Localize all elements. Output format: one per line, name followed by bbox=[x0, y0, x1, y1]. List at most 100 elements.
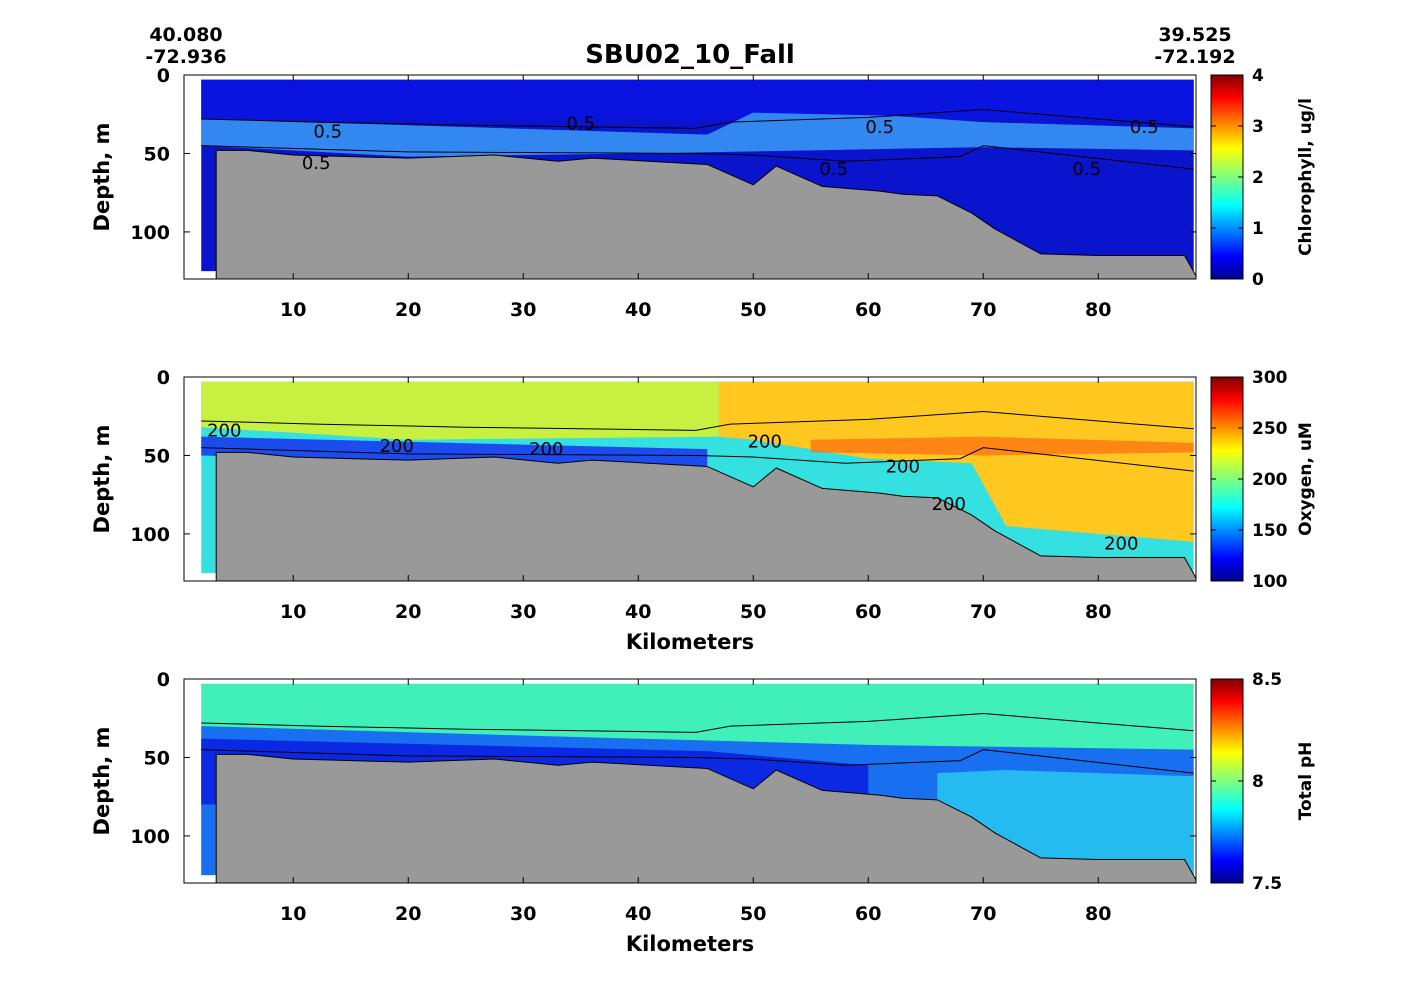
ph-colorbar-label: Total pH bbox=[1296, 742, 1316, 821]
chlorophyll-xtick-label: 10 bbox=[280, 299, 306, 321]
ph-colorbar: 7.5 8 8.5 Total pH bbox=[1210, 670, 1316, 894]
ph-xtick-label: 80 bbox=[1085, 903, 1111, 925]
chlorophyll-contour-label: 0.5 bbox=[1072, 159, 1101, 180]
chlorophyll-contour-label: 0.5 bbox=[865, 117, 894, 138]
oxygen-contour-label: 200 bbox=[1104, 533, 1138, 554]
chlorophyll-surface bbox=[201, 79, 1194, 119]
chlorophyll-contour-line bbox=[201, 109, 1194, 129]
oxygen-colorbar-tick-label: 200 bbox=[1252, 470, 1288, 490]
ph-axes-box bbox=[183, 678, 1197, 884]
oxygen-ytick-label: 100 bbox=[130, 524, 170, 546]
ph-xtick-label: 50 bbox=[740, 903, 766, 925]
oxygen-xtick-label: 20 bbox=[395, 601, 421, 623]
oxygen-surface-east bbox=[718, 381, 1194, 542]
chlorophyll-contour-label: 0.5 bbox=[313, 121, 342, 142]
oxygen-surface-west bbox=[201, 381, 719, 440]
end-latitude: 39.525 bbox=[1158, 24, 1231, 46]
oxygen-colorbar-tick-label: 100 bbox=[1252, 572, 1288, 592]
ph-xtick-label: 20 bbox=[395, 903, 421, 925]
chlorophyll-axes-box bbox=[183, 74, 1197, 280]
oxygen-deep-band bbox=[201, 436, 708, 469]
ph-xtick-label: 40 bbox=[625, 903, 651, 925]
oxygen-xtick-label: 40 bbox=[625, 601, 651, 623]
oxygen-contour-label: 200 bbox=[886, 456, 920, 477]
oxygen-ytick-label: 0 bbox=[157, 367, 170, 389]
ph-ytick-label: 50 bbox=[144, 747, 170, 769]
chlorophyll-field bbox=[201, 79, 1196, 279]
chlorophyll-contour-label: 0.5 bbox=[819, 159, 848, 180]
chlorophyll-xtick-label: 60 bbox=[855, 299, 881, 321]
oxygen-contour-label: 200 bbox=[932, 494, 966, 515]
figure-title: SBU02_10_Fall bbox=[585, 40, 795, 70]
ph-colorbar-tick-label: 8 bbox=[1252, 772, 1264, 792]
chlorophyll-xtick-label: 80 bbox=[1085, 299, 1111, 321]
oxygen-axes-box bbox=[183, 376, 1197, 582]
oxygen-contour-label: 200 bbox=[380, 436, 414, 457]
chlorophyll-colorbar: 0 1 2 3 4 Chlorophyll, ug/l bbox=[1210, 66, 1316, 290]
oxygen-xtick-label: 80 bbox=[1085, 601, 1111, 623]
chlorophyll-colorbar-tick-label: 3 bbox=[1252, 117, 1264, 137]
chlorophyll-colorbar-tick-label: 4 bbox=[1252, 66, 1264, 86]
chlorophyll-ytick-label: 100 bbox=[130, 222, 170, 244]
chlorophyll-bathymetry bbox=[215, 149, 1196, 279]
chlorophyll-contour-label: 0.5 bbox=[566, 114, 595, 135]
oxygen-contour-label: 200 bbox=[748, 431, 782, 452]
end-longitude: -72.192 bbox=[1154, 46, 1235, 68]
ph-colorbar-ramp bbox=[1210, 678, 1244, 884]
chlorophyll-xtick-label: 20 bbox=[395, 299, 421, 321]
oxygen-xtick-label: 10 bbox=[280, 601, 306, 623]
chlorophyll-ytick-label: 50 bbox=[144, 143, 170, 165]
start-longitude: -72.936 bbox=[145, 46, 226, 68]
ph-colorbar-tick-label: 7.5 bbox=[1252, 874, 1282, 894]
chlorophyll-colorbar-tick-label: 2 bbox=[1252, 168, 1264, 188]
ph-xtick-label: 10 bbox=[280, 903, 306, 925]
oxygen-xtick-label: 30 bbox=[510, 601, 536, 623]
oxygen-colorbar-label: Oxygen, uM bbox=[1296, 422, 1316, 536]
chlorophyll-xtick-label: 70 bbox=[970, 299, 996, 321]
oxygen-hot-layer bbox=[810, 436, 1194, 456]
chlorophyll-contour-label: 0.5 bbox=[1130, 117, 1159, 138]
ph-contour-line bbox=[201, 749, 1194, 774]
chlorophyll-max-layer bbox=[201, 112, 1194, 157]
chlorophyll-xtick-label: 50 bbox=[740, 299, 766, 321]
oxygen-colorbar-tick-label: 300 bbox=[1252, 368, 1288, 388]
chlorophyll-xtick-label: 40 bbox=[625, 299, 651, 321]
chlorophyll-colorbar-ramp bbox=[1210, 74, 1244, 280]
ph-xtick-label: 70 bbox=[970, 903, 996, 925]
oxygen-contour-line bbox=[201, 411, 1194, 431]
chlorophyll-xtick-label: 30 bbox=[510, 299, 536, 321]
ph-xtick-label: 30 bbox=[510, 903, 536, 925]
chlorophyll-colorbar-label: Chlorophyll, ug/l bbox=[1296, 98, 1316, 256]
ph-ytick-label: 100 bbox=[130, 826, 170, 848]
chlorophyll-colorbar-tick-label: 0 bbox=[1252, 270, 1264, 290]
chlorophyll-colorbar-tick-label: 1 bbox=[1252, 219, 1264, 239]
oxygen-contour-label: 200 bbox=[207, 420, 241, 441]
oxygen-ylabel: Depth, m bbox=[90, 425, 114, 534]
chlorophyll-ylabel: Depth, m bbox=[90, 123, 114, 232]
chlorophyll-ytick-label: 0 bbox=[157, 65, 170, 87]
oxygen-contour-label: 200 bbox=[529, 439, 563, 460]
oxygen-xtick-label: 50 bbox=[740, 601, 766, 623]
ph-contour-line bbox=[201, 713, 1194, 733]
ph-ytick-label: 0 bbox=[157, 669, 170, 691]
oxygen-xtick-label: 70 bbox=[970, 601, 996, 623]
oxygen-colorbar-tick-label: 150 bbox=[1252, 521, 1288, 541]
oxygen-colorbar-tick-label: 250 bbox=[1252, 419, 1288, 439]
oxygen-bathymetry bbox=[215, 451, 1196, 581]
ph-xtick-label: 60 bbox=[855, 903, 881, 925]
oxygen-contour-line bbox=[201, 447, 1194, 472]
chlorophyll-contour-label: 0.5 bbox=[302, 153, 331, 174]
ph-bathymetry bbox=[215, 753, 1196, 883]
oxygen-ytick-label: 50 bbox=[144, 445, 170, 467]
oxygen-field bbox=[201, 381, 1196, 581]
panels: 0.5 0.5 0.5 0.50.5 0.5 0.510 20 30 40 50 60 70 80050… bbox=[90, 65, 1316, 956]
chlorophyll-contour-line bbox=[201, 145, 1194, 170]
panel-ph: 10 20 30 40 50 60 70 80 0 50 100 Depth, m Kilometers… bbox=[90, 669, 1316, 956]
oxygen-xlabel: Kilometers bbox=[626, 630, 754, 654]
ph-ylabel: Depth, m bbox=[90, 727, 114, 836]
panel-oxygen: 200 200 200 200 200 200 200 10 20 30 40 50 60 70 80 0 50… bbox=[90, 367, 1316, 654]
ph-field bbox=[201, 683, 1196, 883]
oxygen-colorbar: 100 150 200 250 300 Oxygen, uM bbox=[1210, 368, 1316, 592]
start-latitude: 40.080 bbox=[149, 24, 222, 46]
